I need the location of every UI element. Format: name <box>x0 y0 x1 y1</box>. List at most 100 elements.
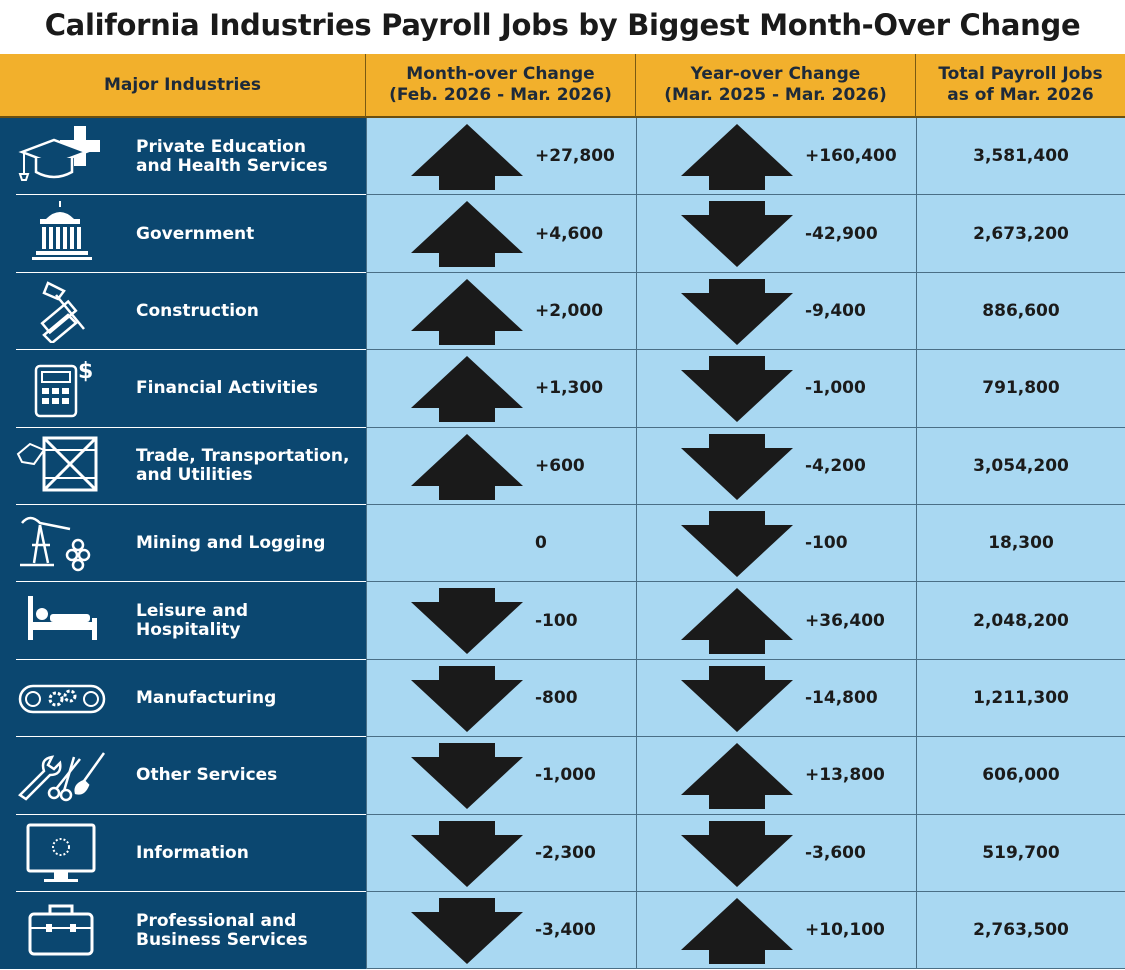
mom-value: -800 <box>535 687 578 708</box>
conveyor-gears-icon <box>18 684 106 714</box>
industry-cell-inner <box>16 505 366 583</box>
arrow-down-icon <box>681 201 793 268</box>
industry-label: Construction <box>136 273 358 350</box>
yoy-value: -4,200 <box>805 455 866 476</box>
table-row: Construction +2,000 -9,400 886,600 <box>0 272 1125 351</box>
industry-cell-inner <box>16 428 366 505</box>
total-value: 1,211,300 <box>916 659 1125 738</box>
arrow-up-icon <box>681 743 793 810</box>
industry-label: Trade, Transportation, and Utilities <box>136 428 358 505</box>
yoy-value: +160,400 <box>805 146 897 167</box>
total-value: 606,000 <box>916 737 1125 815</box>
table-row: Leisure and Hospitality -100 +36,400 2,048,… <box>0 582 1125 660</box>
industry-label: Leisure and Hospitality <box>136 582 358 659</box>
header-yoy-line2: (Mar. 2025 - Mar. 2026) <box>664 85 887 105</box>
table-row: Trade, Transportation, and Utilities +600 -… <box>0 427 1125 505</box>
mom-value: +600 <box>535 455 585 476</box>
arrow-down-icon <box>411 898 523 964</box>
yoy-cell: -14,800 <box>636 659 916 738</box>
yoy-cell: -42,900 <box>636 195 916 273</box>
yoy-value: -100 <box>805 533 848 554</box>
industry-cell: Professional and Business Services <box>0 892 366 970</box>
arrow-up-icon <box>411 124 523 190</box>
mom-value: +2,000 <box>535 300 604 321</box>
industry-cell: Government <box>0 195 366 273</box>
industry-label-line1: Trade, Transportation, <box>136 446 350 467</box>
mom-cell: -800 <box>366 659 636 738</box>
industry-label-line2: and Health Services <box>136 155 328 176</box>
industry-label-line1: Construction <box>136 300 259 321</box>
mom-value: +1,300 <box>535 378 604 399</box>
industry-cell: Private Education and Health Services <box>0 118 366 196</box>
header-mom: Month-over Change (Feb. 2026 - Mar. 2026… <box>366 54 636 118</box>
industry-label-line1: Other Services <box>136 765 278 786</box>
header-industry: Major Industries <box>0 54 366 118</box>
yoy-cell: -4,200 <box>636 427 916 505</box>
mom-value: 0 <box>535 533 547 554</box>
total-value: 2,763,500 <box>916 892 1125 970</box>
mom-cell: -3,400 <box>366 892 636 970</box>
header-yoy-line1: Year-over Change <box>690 64 861 84</box>
briefcase-icon <box>28 904 94 956</box>
industry-label: Professional and Business Services <box>136 892 358 969</box>
yoy-value: +13,800 <box>805 765 885 786</box>
total-value: 3,581,400 <box>916 118 1125 196</box>
oil-pump-logs-icon <box>20 516 91 572</box>
yoy-value: -42,900 <box>805 223 878 244</box>
mom-cell: +600 <box>366 427 636 505</box>
industry-cell: $ Financial Activities <box>0 350 366 428</box>
table-row: Government +4,600 -42,900 2,673,200 <box>0 195 1125 273</box>
yoy-cell: +13,800 <box>636 737 916 815</box>
arrow-down-icon <box>681 511 793 577</box>
industry-label-line1: Information <box>136 842 249 863</box>
arrow-down-icon <box>681 433 793 500</box>
yoy-value: +10,100 <box>805 920 885 941</box>
industry-cell: Leisure and Hospitality <box>0 582 366 660</box>
mom-cell: -2,300 <box>366 814 636 892</box>
total-value: 3,054,200 <box>916 427 1125 505</box>
industry-cell: Other Services <box>0 737 366 815</box>
industry-label-line1: Professional and <box>136 910 297 931</box>
table-row: $ Financial Activities +1,300 -1,000 791,800 <box>0 350 1125 428</box>
industry-cell: Information <box>0 814 366 892</box>
arrow-up-icon <box>681 124 793 190</box>
header-total-line2: as of Mar. 2026 <box>947 85 1094 105</box>
industry-cell-inner <box>16 815 366 892</box>
computer-monitor-icon <box>26 823 96 882</box>
wrench-scissors-brush-icon <box>18 752 106 802</box>
total-value: 886,600 <box>916 272 1125 351</box>
payroll-table: Major Industries Month-over Change (Feb.… <box>0 54 1125 970</box>
arrow-down-icon <box>411 820 523 887</box>
mom-cell: +1,300 <box>366 350 636 428</box>
graduation-cap-medical-cross-icon <box>18 126 100 181</box>
industry-label-line2: and Utilities <box>136 465 253 486</box>
yoy-cell: +36,400 <box>636 582 916 660</box>
yoy-value: -3,600 <box>805 842 866 863</box>
industry-cell-inner <box>16 737 366 815</box>
arrow-up-icon <box>411 201 523 268</box>
yoy-cell: +10,100 <box>636 892 916 970</box>
table-row: Professional and Business Services -3,400 +… <box>0 892 1125 970</box>
arrow-up-icon <box>681 588 793 655</box>
total-value: 791,800 <box>916 350 1125 428</box>
header-total-line1: Total Payroll Jobs <box>938 64 1103 84</box>
arrow-up-icon <box>411 278 523 345</box>
mom-cell: +4,600 <box>366 195 636 273</box>
industry-label: Financial Activities <box>136 350 358 427</box>
yoy-cell: -1,000 <box>636 350 916 428</box>
hammer-ruler-icon <box>40 281 85 343</box>
total-value: 2,048,200 <box>916 582 1125 660</box>
mom-value: -100 <box>535 610 578 631</box>
arrow-down-icon <box>681 278 793 345</box>
arrow-down-icon <box>411 743 523 810</box>
arrow-down-icon <box>681 820 793 887</box>
shipping-crate-tag-icon <box>16 436 98 492</box>
industry-label: Other Services <box>136 737 358 814</box>
industry-label-line1: Mining and Logging <box>136 533 326 554</box>
industry-cell: Mining and Logging <box>0 505 366 583</box>
industry-label: Private Education and Health Services <box>136 118 358 195</box>
table-row: Manufacturing -800 -14,800 1,211,300 <box>0 659 1125 738</box>
table-row: Private Education and Health Services +27,… <box>0 118 1125 196</box>
total-value: 18,300 <box>916 505 1125 583</box>
mom-cell: -100 <box>366 582 636 660</box>
